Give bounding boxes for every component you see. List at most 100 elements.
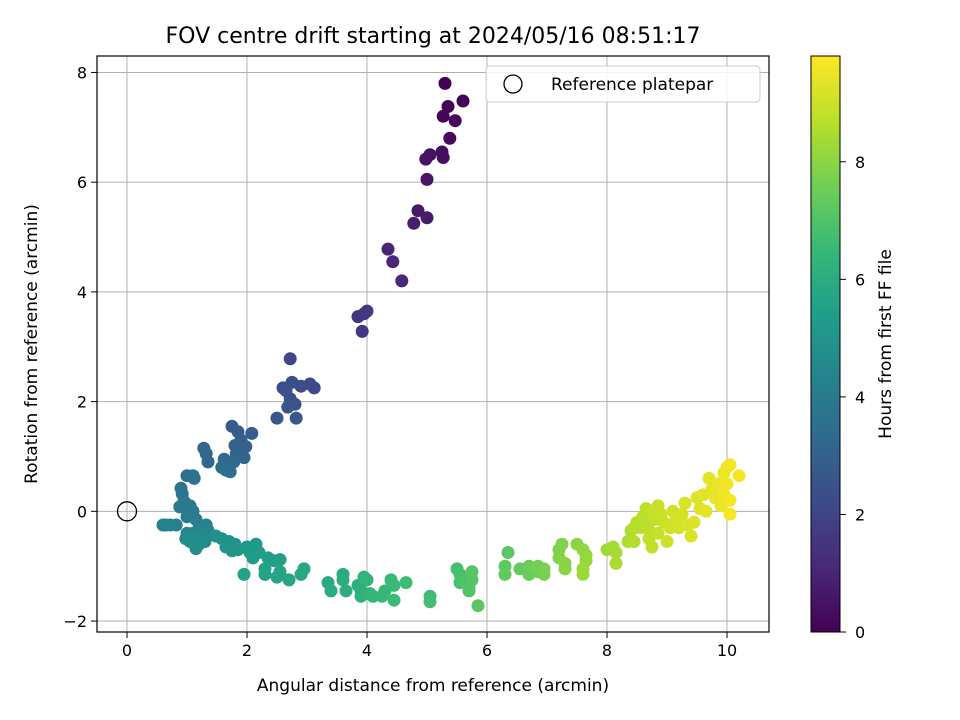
x-tick-label: 10 xyxy=(717,641,737,660)
y-tick-label: −2 xyxy=(63,612,87,631)
data-point xyxy=(675,507,689,521)
data-point xyxy=(436,109,450,123)
data-point xyxy=(651,526,665,540)
data-point xyxy=(420,211,434,225)
data-point xyxy=(283,352,297,366)
x-tick-label: 4 xyxy=(362,641,372,660)
x-tick-label: 6 xyxy=(482,641,492,660)
colorbar-tick-label: 0 xyxy=(855,623,865,642)
data-point xyxy=(386,255,400,269)
data-point xyxy=(156,518,170,532)
data-point xyxy=(381,242,395,256)
y-tick-label: 2 xyxy=(77,393,87,412)
data-point xyxy=(387,593,401,607)
data-point xyxy=(245,426,259,440)
x-ticks: 0 2 4 6 8 10 xyxy=(122,632,737,660)
data-point xyxy=(324,584,338,598)
colorbar: 0 2 4 6 8 Hours from first FF file xyxy=(810,55,896,642)
data-point xyxy=(336,573,350,587)
data-point xyxy=(684,529,698,543)
data-point xyxy=(423,595,437,609)
data-point xyxy=(187,471,201,485)
data-point xyxy=(399,576,413,590)
colorbar-label: Hours from first FF file xyxy=(876,249,896,439)
data-points xyxy=(116,76,746,613)
data-point xyxy=(395,274,409,288)
data-point xyxy=(678,496,692,510)
data-point xyxy=(289,411,303,425)
data-point xyxy=(420,172,434,186)
data-point xyxy=(537,567,551,581)
data-point xyxy=(355,324,369,338)
colorbar-ticks: 0 2 4 6 8 xyxy=(840,153,865,642)
data-point xyxy=(237,567,251,581)
data-point xyxy=(189,542,203,556)
data-point xyxy=(441,100,455,113)
reference-platepar-marker xyxy=(116,501,138,522)
data-point xyxy=(294,567,308,581)
data-point xyxy=(219,463,233,477)
data-point xyxy=(558,562,572,576)
data-point xyxy=(471,599,485,613)
data-point xyxy=(387,578,401,592)
data-point xyxy=(723,507,737,521)
data-point xyxy=(501,546,515,559)
data-point xyxy=(270,411,284,425)
data-point xyxy=(627,535,641,548)
y-axis-label: Rotation from reference (arcmin) xyxy=(22,204,42,484)
data-point xyxy=(723,493,737,507)
colorbar-gradient xyxy=(810,55,841,633)
data-point xyxy=(227,455,241,469)
data-point xyxy=(201,455,215,469)
colorbar-tick-label: 2 xyxy=(855,505,865,524)
data-point xyxy=(270,570,284,584)
data-point xyxy=(339,584,353,598)
data-point xyxy=(436,151,450,164)
chart-title: FOV centre drift starting at 2024/05/16 … xyxy=(166,24,701,49)
data-point xyxy=(609,556,623,570)
data-point xyxy=(465,565,479,579)
data-point xyxy=(498,567,512,581)
colorbar-tick-label: 6 xyxy=(855,270,865,289)
data-point xyxy=(609,546,623,559)
data-point xyxy=(720,477,734,491)
data-point xyxy=(360,304,374,318)
legend-marker xyxy=(503,74,523,94)
data-point xyxy=(555,537,569,551)
y-tick-label: 6 xyxy=(77,173,87,192)
data-point xyxy=(237,451,251,465)
data-point xyxy=(307,381,321,395)
data-point xyxy=(173,500,187,514)
data-point xyxy=(443,131,457,145)
data-point xyxy=(273,553,287,567)
legend-box xyxy=(485,65,761,103)
data-point xyxy=(448,114,462,128)
data-point xyxy=(281,400,295,414)
data-point xyxy=(732,469,746,483)
grid xyxy=(97,56,769,632)
x-tick-label: 8 xyxy=(602,641,612,660)
data-point xyxy=(282,573,296,587)
data-point xyxy=(456,94,470,108)
data-point xyxy=(246,551,260,565)
x-axis-label: Angular distance from reference (arcmin) xyxy=(257,676,609,696)
y-tick-label: 0 xyxy=(77,502,87,521)
colorbar-tick-label: 8 xyxy=(855,153,865,172)
data-point xyxy=(660,535,674,548)
legend-label: Reference platepar xyxy=(551,75,713,95)
data-point xyxy=(239,440,253,454)
data-point xyxy=(438,76,452,90)
data-point xyxy=(645,540,659,554)
data-point xyxy=(576,567,590,581)
plot-frame xyxy=(96,55,770,633)
colorbar-tick-label: 4 xyxy=(855,388,865,407)
data-point xyxy=(419,152,433,166)
x-tick-label: 2 xyxy=(242,641,252,660)
data-point xyxy=(687,515,701,529)
data-point xyxy=(411,204,425,218)
data-point xyxy=(711,477,725,491)
y-tick-label: 8 xyxy=(77,63,87,82)
y-tick-label: 4 xyxy=(77,283,87,302)
data-point xyxy=(258,567,272,581)
data-point xyxy=(699,504,713,518)
